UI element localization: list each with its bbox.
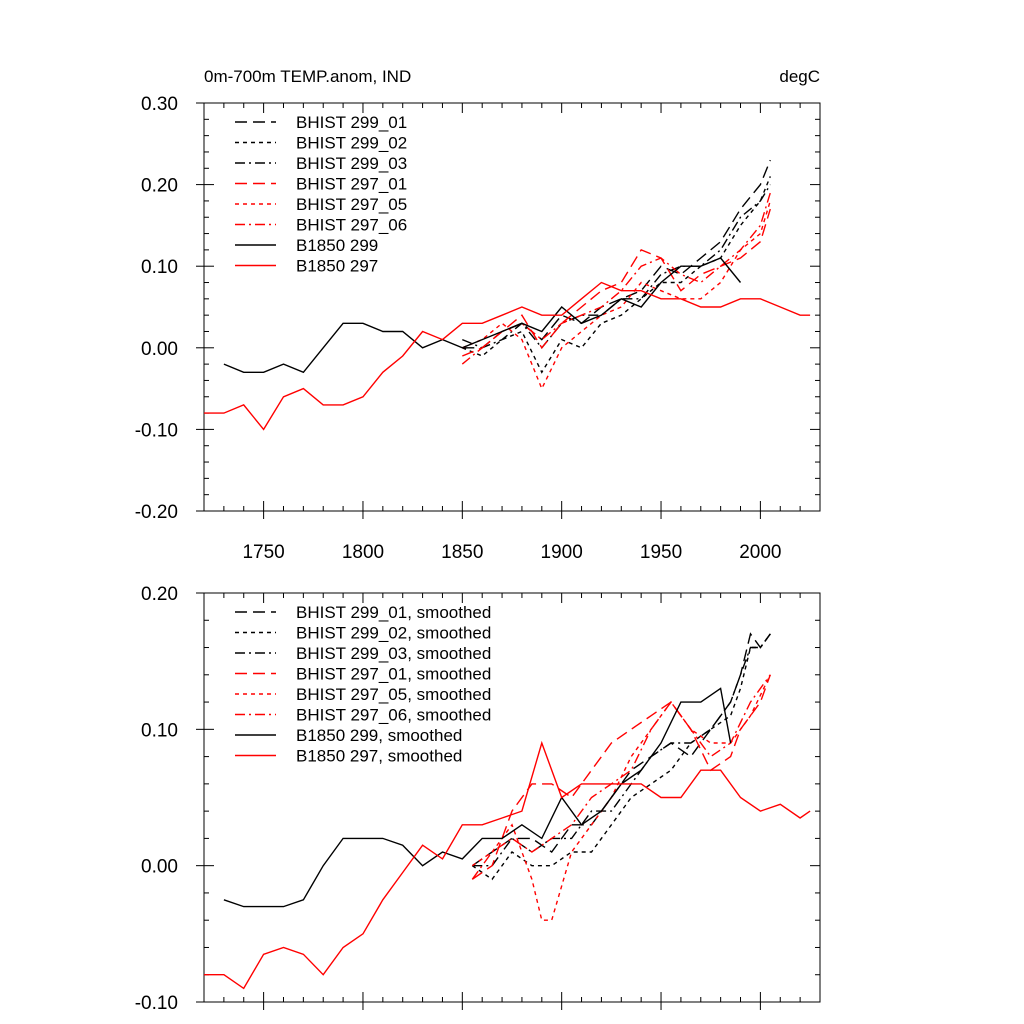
y-tick-label: -0.20 <box>135 502 178 523</box>
x-tick-label: 2000 <box>739 542 781 563</box>
series-line <box>471 633 771 881</box>
series-line <box>223 687 732 908</box>
bottom-panel: -0.10 0.00 0.10 0.20 BHIST 299_01, smoothed… <box>135 584 821 1014</box>
y-tick-label: 0.20 <box>141 584 178 605</box>
top-ticks: -0.20 -0.10 0.00 0.10 0.20 0.30 1750 1800 1850 19… <box>135 94 821 563</box>
x-tick-label: 1900 <box>541 542 583 563</box>
plot-frame-top <box>203 102 821 512</box>
legend-label: BHIST 297_01 <box>296 175 407 194</box>
top-lines <box>204 159 811 431</box>
legend-label: B1850 297, smoothed <box>296 747 462 766</box>
x-tick-label: 1850 <box>441 542 483 563</box>
title-left: 0m-700m TEMP.anom, IND <box>204 67 411 86</box>
legend-label: B1850 299 <box>296 236 378 255</box>
legend-label: BHIST 299_01 <box>296 113 407 132</box>
x-tick-label: 1950 <box>640 542 682 563</box>
bottom-lines <box>204 632 811 990</box>
series-line <box>471 632 771 867</box>
bottom-ticks: -0.10 0.00 0.10 0.20 <box>135 584 821 1014</box>
legend-label: B1850 299, smoothed <box>296 726 462 745</box>
series-line <box>204 281 811 431</box>
y-tick-label: 0.30 <box>141 94 178 115</box>
series-line <box>462 159 771 349</box>
legend-label: B1850 297 <box>296 257 378 276</box>
title-right: degC <box>779 67 820 86</box>
y-tick-label: 0.00 <box>141 857 178 878</box>
legend-label: BHIST 299_03 <box>296 154 407 173</box>
top-panel: 0m-700m TEMP.anom, IND degC -0.20 -0.10 0.… <box>135 67 821 563</box>
legend-label: BHIST 299_02 <box>296 134 407 153</box>
legend-label: BHIST 297_01, smoothed <box>296 665 491 684</box>
legend-label: BHIST 297_05 <box>296 195 407 214</box>
series-line <box>461 192 771 365</box>
x-tick-label: 1750 <box>242 542 284 563</box>
series-line <box>471 674 771 880</box>
plot-frame-bottom <box>203 592 821 1003</box>
x-tick-label: 1800 <box>342 542 384 563</box>
bottom-legend: BHIST 299_01, smoothed BHIST 299_02, smoo… <box>235 603 491 766</box>
y-tick-label: 0.10 <box>141 257 178 278</box>
y-tick-label: 0.00 <box>141 339 178 360</box>
legend-label: BHIST 297_05, smoothed <box>296 685 491 704</box>
series-line <box>471 674 771 921</box>
legend-label: BHIST 299_03, smoothed <box>296 644 491 663</box>
series-line <box>462 184 771 349</box>
legend-label: BHIST 299_01, smoothed <box>296 603 491 622</box>
y-tick-label: -0.10 <box>135 993 178 1014</box>
y-tick-label: -0.10 <box>135 420 178 441</box>
series-line <box>204 740 811 990</box>
series-line <box>462 176 771 374</box>
legend-label: BHIST 297_06 <box>296 216 407 235</box>
series-line <box>472 633 771 867</box>
y-tick-label: 0.10 <box>141 720 178 741</box>
y-tick-label: 0.20 <box>141 176 178 197</box>
legend-label: BHIST 297_06, smoothed <box>296 706 491 725</box>
series-line <box>462 200 771 391</box>
series-line <box>462 208 771 357</box>
legend-label: BHIST 299_02, smoothed <box>296 624 491 643</box>
series-line <box>223 257 742 374</box>
